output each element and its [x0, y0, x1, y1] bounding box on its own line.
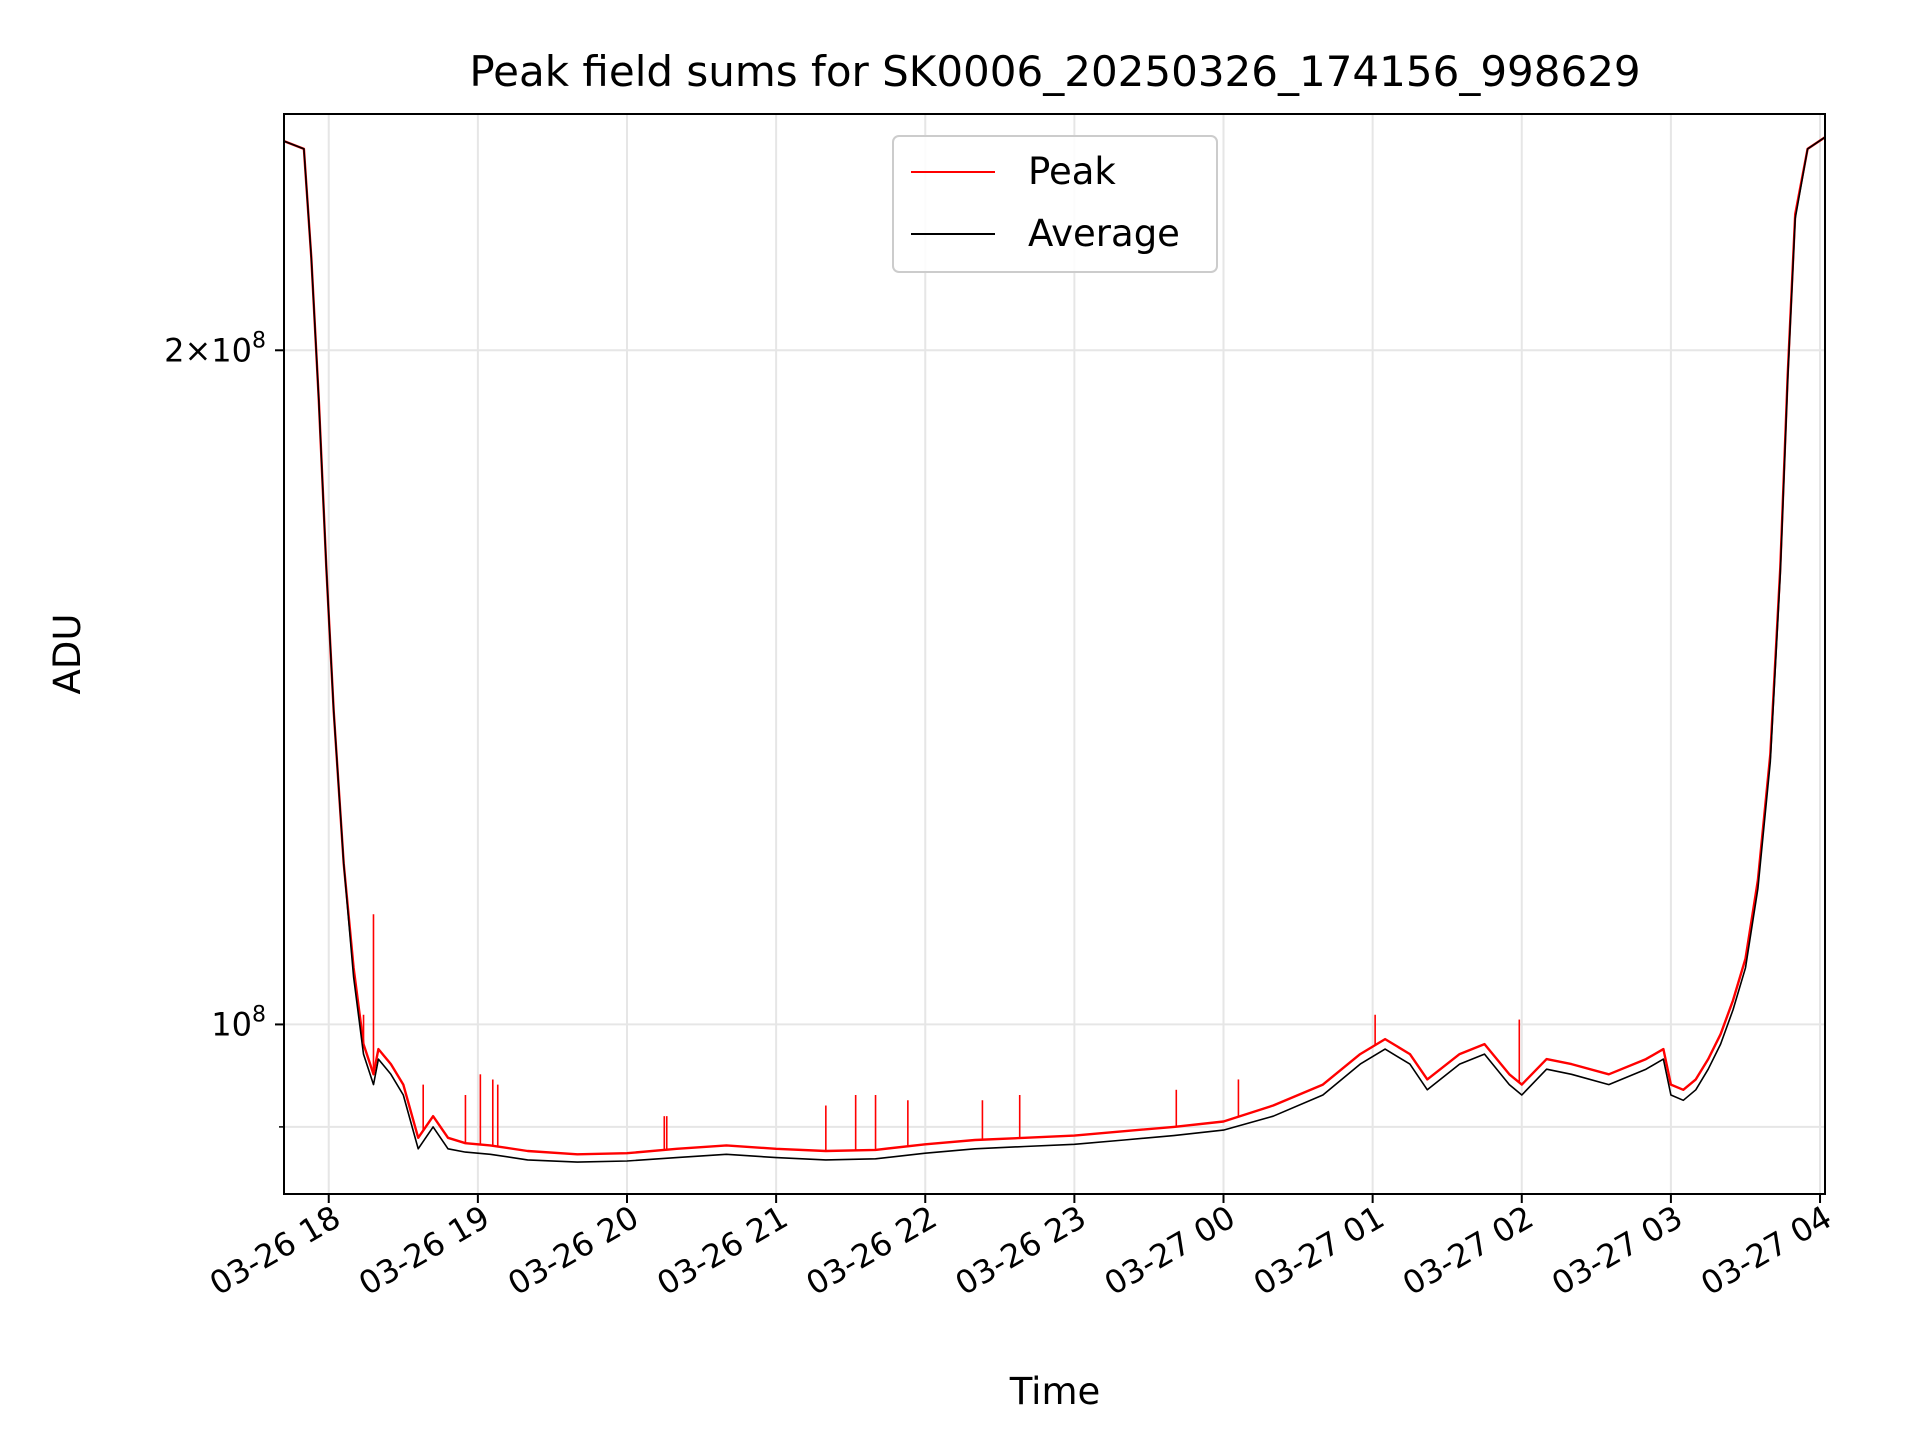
y-tick-label: 2×108 — [164, 328, 266, 369]
x-tick-label: 03-27 03 — [1545, 1198, 1689, 1303]
legend-label-peak: Peak — [1028, 150, 1116, 193]
y-axis: 108 2×108 — [164, 328, 284, 1128]
series-line-peak — [283, 136, 1826, 1156]
grid — [284, 114, 1825, 1194]
y-axis-label: ADU — [46, 614, 89, 695]
x-tick-label: 03-26 18 — [203, 1198, 347, 1303]
x-tick-label: 03-26 20 — [501, 1198, 645, 1303]
x-tick-label: 03-27 00 — [1098, 1198, 1242, 1303]
x-tick-label: 03-27 04 — [1694, 1198, 1838, 1303]
x-axis: 03-26 18 03-26 19 03-26 20 03-26 21 03-26 22… — [203, 1194, 1838, 1303]
x-tick-label: 03-26 22 — [800, 1198, 944, 1303]
x-tick-label: 03-27 01 — [1247, 1198, 1391, 1303]
x-tick-label: 03-26 23 — [949, 1198, 1093, 1303]
legend-box — [892, 135, 1218, 273]
x-axis-label: Time — [1009, 1370, 1101, 1413]
x-tick-label: 03-26 21 — [651, 1198, 795, 1303]
legend: Peak Average — [892, 135, 1218, 273]
series-layer — [283, 136, 1826, 1163]
plot-frame — [283, 113, 1826, 1195]
series-line-average — [283, 136, 1826, 1163]
x-tick-label: 03-26 19 — [352, 1198, 496, 1303]
chart-title: Peak field sums for SK0006_20250326_1741… — [469, 47, 1640, 96]
x-tick-label: 03-27 02 — [1396, 1198, 1540, 1303]
y-tick-label: 108 — [211, 1002, 266, 1043]
legend-label-average: Average — [1028, 212, 1180, 255]
